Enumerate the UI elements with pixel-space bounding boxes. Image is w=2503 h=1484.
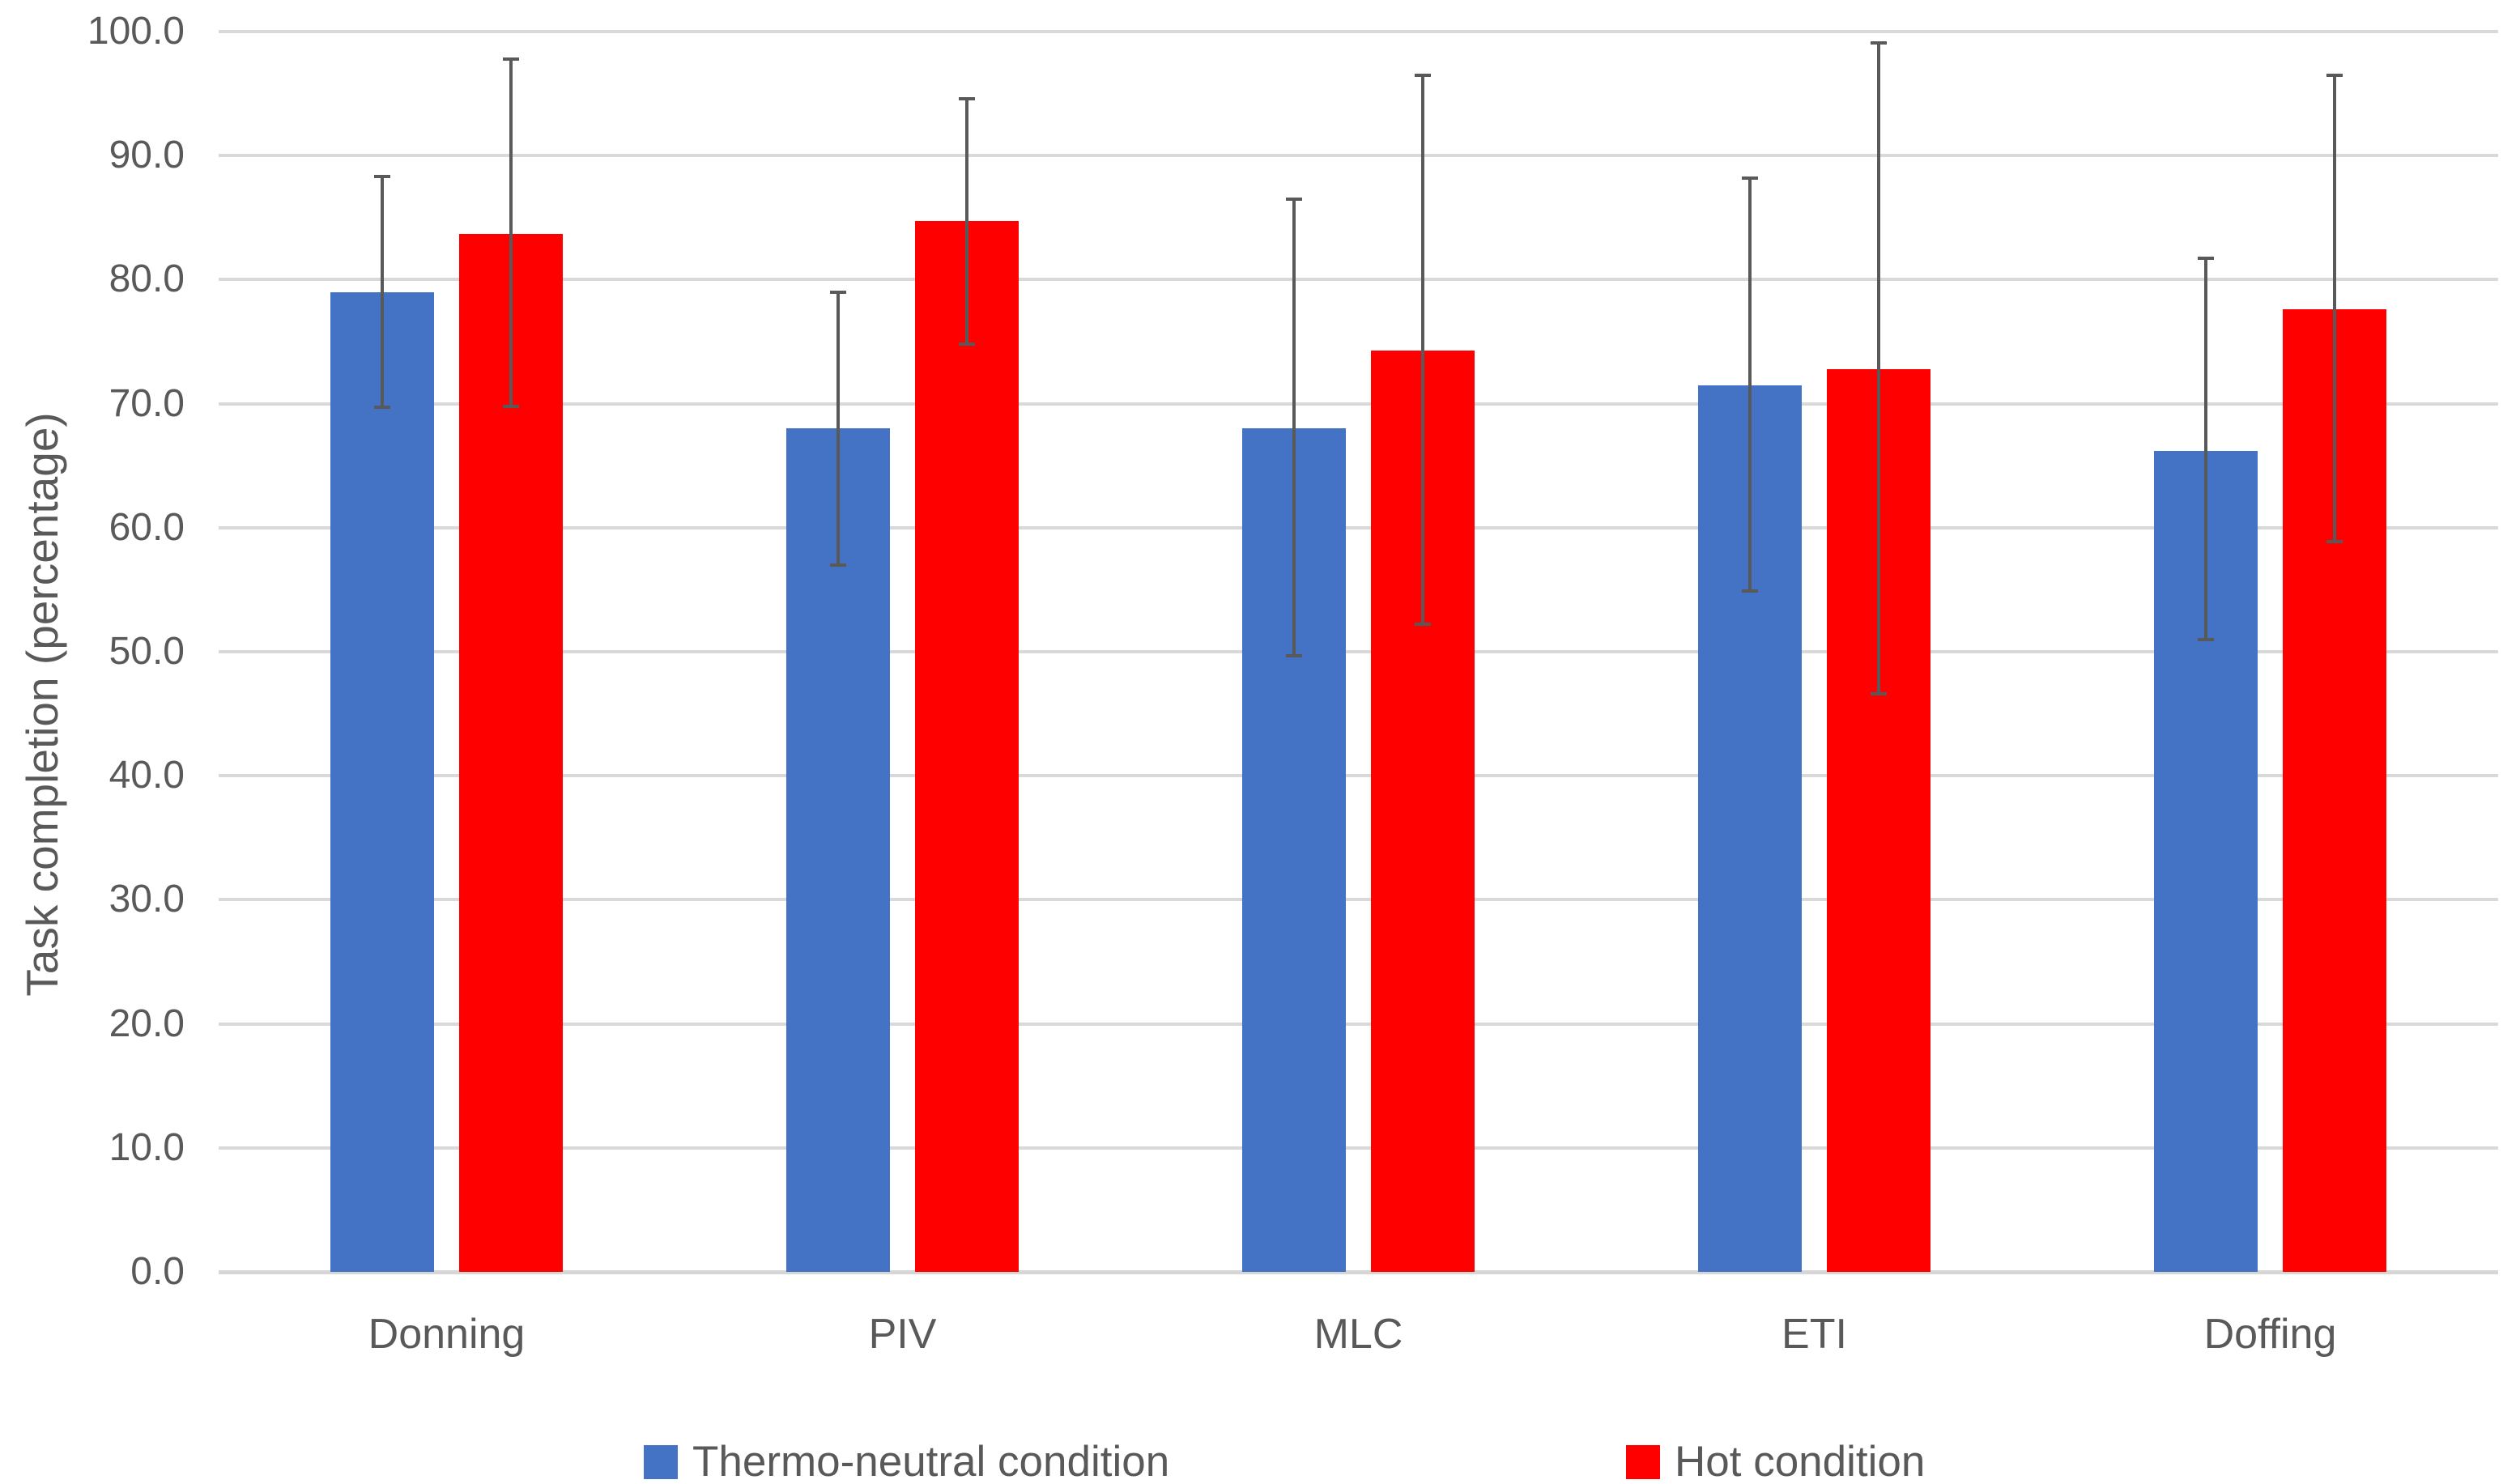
error-bar-cap xyxy=(2326,539,2343,543)
y-tick-label: 30.0 xyxy=(109,878,185,921)
error-bar xyxy=(1877,42,1880,695)
legend-label-hot: Hot condition xyxy=(1675,1438,1926,1484)
gridline xyxy=(219,525,2498,529)
gridline xyxy=(219,30,2498,33)
error-bar-cap xyxy=(2198,257,2214,261)
x-category-label: MLC xyxy=(1313,1311,1403,1358)
x-category-label: PIV xyxy=(868,1311,937,1358)
error-bar-cap xyxy=(2198,637,2214,641)
gridline xyxy=(219,898,2498,902)
error-bar-cap xyxy=(959,342,975,347)
gridline xyxy=(219,1146,2498,1150)
y-tick-label: 20.0 xyxy=(109,1001,185,1045)
y-tick-label: 10.0 xyxy=(109,1125,185,1169)
y-tick-label: 70.0 xyxy=(109,381,185,425)
bar-donning-series0 xyxy=(330,291,434,1272)
error-bar xyxy=(836,291,840,565)
gridline xyxy=(219,154,2498,158)
legend-item-hot: Hot condition xyxy=(1626,1438,1925,1484)
error-bar-cap xyxy=(830,563,846,567)
y-tick-label: 100.0 xyxy=(87,10,185,53)
error-bar xyxy=(2204,258,2207,640)
bar-piv-series0 xyxy=(786,428,890,1272)
error-bar xyxy=(965,98,968,345)
error-bar-cap xyxy=(503,57,519,61)
x-category-label: Donning xyxy=(368,1311,526,1358)
error-bar-cap xyxy=(1415,73,1431,77)
gridline xyxy=(219,774,2498,778)
x-category-label: Doffing xyxy=(2203,1311,2337,1358)
error-bar xyxy=(1748,177,1752,591)
error-bar-cap xyxy=(374,406,390,410)
error-bar-cap xyxy=(1871,40,1887,45)
error-bar-cap xyxy=(1871,692,1887,696)
error-bar xyxy=(381,176,384,408)
legend-label-thermo-neutral: Thermo-neutral condition xyxy=(692,1438,1170,1484)
gridline xyxy=(219,1022,2498,1026)
y-tick-label: 50.0 xyxy=(109,630,185,673)
gridline xyxy=(219,1270,2498,1274)
y-tick-label: 40.0 xyxy=(109,754,185,797)
bar-piv-series1 xyxy=(915,221,1019,1272)
gridline xyxy=(219,402,2498,406)
error-bar-cap xyxy=(1742,176,1758,180)
error-bar-cap xyxy=(1415,623,1431,627)
error-bar xyxy=(2333,74,2336,542)
error-bar xyxy=(1292,198,1296,656)
legend-swatch-hot xyxy=(1626,1445,1660,1479)
error-bar xyxy=(509,58,513,406)
error-bar-cap xyxy=(374,175,390,179)
legend-item-thermo-neutral: Thermo-neutral condition xyxy=(644,1438,1169,1484)
y-tick-label: 80.0 xyxy=(109,257,185,301)
error-bar-cap xyxy=(2326,73,2343,77)
error-bar-cap xyxy=(959,96,975,100)
x-category-label: ETI xyxy=(1781,1311,1847,1358)
error-bar-cap xyxy=(1742,589,1758,593)
y-tick-label: 90.0 xyxy=(109,134,185,177)
error-bar-cap xyxy=(830,290,846,294)
error-bar xyxy=(1421,74,1424,625)
legend-swatch-thermo-neutral xyxy=(644,1445,678,1479)
error-bar-cap xyxy=(1286,197,1302,201)
gridline xyxy=(219,278,2498,282)
gridline xyxy=(219,650,2498,653)
y-tick-label: 60.0 xyxy=(109,505,185,549)
y-tick-label: 0.0 xyxy=(130,1250,185,1293)
error-bar-cap xyxy=(503,404,519,408)
error-bar-cap xyxy=(1286,653,1302,657)
